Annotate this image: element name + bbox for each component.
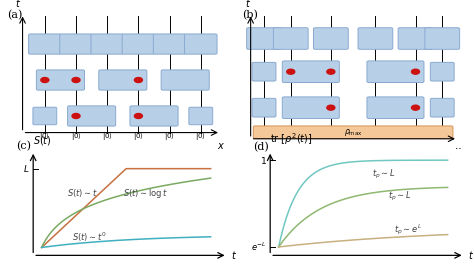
Text: $x$: $x$ [454,146,462,156]
FancyBboxPatch shape [398,28,433,49]
Circle shape [72,114,80,118]
Text: (d): (d) [253,142,269,152]
Circle shape [135,77,142,82]
FancyBboxPatch shape [246,28,282,49]
Text: $|0\rangle$: $|0\rangle$ [195,130,206,142]
FancyBboxPatch shape [273,28,308,49]
FancyBboxPatch shape [253,126,453,139]
Text: $e^{-L}$: $e^{-L}$ [251,241,267,253]
Circle shape [72,77,80,82]
FancyBboxPatch shape [36,70,84,90]
Text: tr $[\rho^2(t)]$: tr $[\rho^2(t)]$ [270,131,313,147]
FancyBboxPatch shape [313,28,348,49]
FancyBboxPatch shape [367,97,424,118]
FancyBboxPatch shape [91,34,124,54]
Text: $x$: $x$ [217,141,225,151]
FancyBboxPatch shape [283,61,339,82]
FancyBboxPatch shape [99,70,147,90]
FancyBboxPatch shape [60,34,92,54]
FancyBboxPatch shape [430,98,454,117]
Circle shape [135,114,142,118]
Circle shape [411,69,419,74]
Text: $t_p \sim L$: $t_p \sim L$ [389,190,412,203]
Circle shape [287,69,295,74]
Text: $S(t)$: $S(t)$ [33,134,52,147]
Text: (a): (a) [7,10,22,20]
Text: $t$: $t$ [231,249,237,261]
Text: $t_p \sim L$: $t_p \sim L$ [372,168,395,181]
Circle shape [41,77,49,82]
Text: $t$: $t$ [15,0,21,10]
FancyBboxPatch shape [430,63,454,81]
FancyBboxPatch shape [367,61,424,82]
FancyBboxPatch shape [252,63,276,81]
Text: $L$: $L$ [23,163,30,174]
FancyBboxPatch shape [122,34,155,54]
Text: $1$: $1$ [260,155,267,166]
Text: $t_p \sim e^L$: $t_p \sim e^L$ [393,222,421,236]
Text: $t$: $t$ [468,249,474,261]
Text: $S(t) \sim t^0$: $S(t) \sim t^0$ [72,230,107,244]
Text: $\rho_{\rm max}$: $\rho_{\rm max}$ [344,127,362,138]
FancyBboxPatch shape [153,34,186,54]
FancyBboxPatch shape [189,107,213,125]
FancyBboxPatch shape [358,28,393,49]
Circle shape [411,105,419,110]
Text: $t$: $t$ [246,0,252,10]
FancyBboxPatch shape [184,34,217,54]
FancyBboxPatch shape [283,97,339,118]
Text: (b): (b) [242,10,257,20]
Text: $|0\rangle$: $|0\rangle$ [164,130,175,142]
Text: $|0\rangle$: $|0\rangle$ [133,130,144,142]
Text: $S(t) \sim \log t$: $S(t) \sim \log t$ [123,187,168,200]
Text: (c): (c) [16,141,31,151]
Circle shape [327,69,335,74]
Text: $|0\rangle$: $|0\rangle$ [102,130,113,142]
FancyBboxPatch shape [33,107,57,125]
Text: $S(t) \sim t$: $S(t) \sim t$ [67,187,98,199]
FancyBboxPatch shape [28,34,61,54]
Text: $|0\rangle$: $|0\rangle$ [71,130,82,142]
FancyBboxPatch shape [161,70,209,90]
FancyBboxPatch shape [425,28,460,49]
Circle shape [327,105,335,110]
Text: $|0\rangle$: $|0\rangle$ [39,130,50,142]
FancyBboxPatch shape [252,98,276,117]
FancyBboxPatch shape [68,106,116,126]
FancyBboxPatch shape [130,106,178,126]
